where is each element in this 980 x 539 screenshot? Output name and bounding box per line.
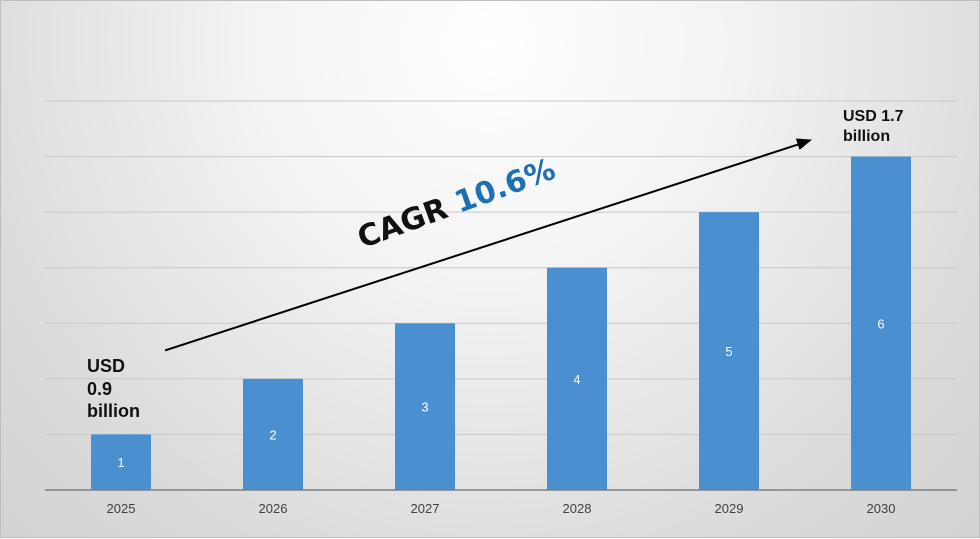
- bar: [91, 434, 151, 490]
- data-label: 6: [877, 316, 884, 331]
- start-value-annotation: USD 0.9 billion: [87, 355, 157, 423]
- x-tick-label: 2028: [563, 501, 592, 516]
- end-value-line-2: billion: [843, 128, 891, 145]
- bar: [547, 267, 607, 490]
- end-value-line-1: USD 1.7: [843, 108, 904, 125]
- x-tick-label: 2025: [107, 501, 136, 516]
- bar: [699, 212, 759, 490]
- bar: [395, 323, 455, 490]
- end-value-annotation: USD 1.7 billion: [843, 107, 933, 147]
- data-label: 4: [573, 372, 580, 387]
- start-value-line-1: USD: [87, 356, 126, 376]
- x-tick-label: 2029: [715, 501, 744, 516]
- data-label: 3: [421, 400, 428, 415]
- data-label: 1: [117, 455, 124, 470]
- data-label: 2: [269, 427, 276, 442]
- x-tick-label: 2030: [867, 501, 896, 516]
- start-value-line-2: 0.9: [87, 378, 113, 399]
- trend-arrow-head: [795, 138, 812, 150]
- x-tick-label: 2027: [411, 501, 440, 516]
- bar: [851, 156, 911, 491]
- start-value-line-3: billion: [87, 401, 140, 421]
- x-tick-label: 2026: [259, 501, 288, 516]
- bar: [243, 378, 303, 490]
- data-label: 5: [725, 344, 732, 359]
- trend-arrow-line: [164, 141, 805, 352]
